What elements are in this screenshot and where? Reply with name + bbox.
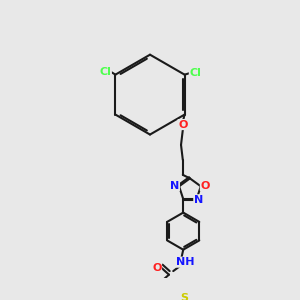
Text: Cl: Cl (100, 67, 111, 77)
Text: O: O (152, 263, 161, 273)
Text: S: S (180, 293, 188, 300)
Text: O: O (178, 120, 188, 130)
Text: N: N (170, 181, 179, 190)
Text: NH: NH (176, 257, 195, 267)
Text: O: O (200, 181, 210, 190)
Text: N: N (194, 195, 203, 205)
Text: Cl: Cl (189, 68, 201, 78)
